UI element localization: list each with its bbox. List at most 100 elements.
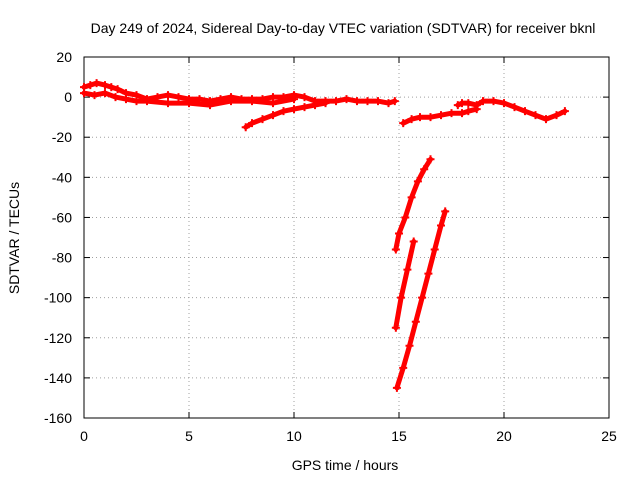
series-trace xyxy=(393,156,433,252)
y-tick-label: -100 xyxy=(44,290,72,306)
data-point xyxy=(407,115,416,124)
series-trace xyxy=(243,100,328,130)
series-5 xyxy=(453,97,569,124)
data-point xyxy=(510,103,519,112)
data-point xyxy=(500,99,508,108)
y-tick-label: -40 xyxy=(52,169,72,185)
x-tick-label: 15 xyxy=(391,428,407,444)
data-point xyxy=(101,81,109,90)
y-tick-label: -20 xyxy=(52,129,72,145)
data-point xyxy=(107,83,116,92)
data-point xyxy=(241,123,250,132)
data-point xyxy=(430,245,439,254)
data-point xyxy=(447,109,456,118)
x-axis-label: GPS time / hours xyxy=(292,457,399,473)
y-tick-label: 0 xyxy=(64,89,72,105)
x-tick-labels: 0 5 10 15 20 25 xyxy=(80,428,617,444)
data-point xyxy=(407,193,416,202)
data-point xyxy=(269,111,277,120)
data-point xyxy=(248,119,256,128)
data-point xyxy=(453,101,462,110)
data-point xyxy=(397,293,406,302)
x-tick-label: 20 xyxy=(496,428,512,444)
data-series xyxy=(80,79,569,392)
x-tick-label: 25 xyxy=(601,428,617,444)
data-point xyxy=(164,99,172,108)
data-point xyxy=(464,107,473,116)
data-point xyxy=(411,317,420,326)
series-6 xyxy=(391,155,435,254)
data-point xyxy=(437,111,445,120)
data-point xyxy=(90,91,99,100)
data-point xyxy=(384,99,393,108)
data-point xyxy=(531,111,540,120)
data-point xyxy=(441,207,450,216)
data-point xyxy=(542,115,550,124)
y-tick-labels: -160 -140 -120 -100 -80 -60 -40 -20 0 20 xyxy=(44,49,72,426)
data-point xyxy=(164,91,172,100)
series-2 xyxy=(80,89,298,110)
plot-frame xyxy=(83,56,610,419)
data-point xyxy=(101,89,109,98)
data-point xyxy=(332,97,340,106)
data-point xyxy=(424,269,433,278)
data-point xyxy=(92,79,101,88)
series-8 xyxy=(392,207,450,392)
data-point xyxy=(111,93,120,102)
data-point xyxy=(391,323,400,332)
series-trace xyxy=(394,208,448,391)
data-point xyxy=(290,95,298,104)
y-tick-label: 20 xyxy=(56,49,72,65)
data-point xyxy=(185,99,193,108)
x-tick-label: 10 xyxy=(286,428,302,444)
data-point xyxy=(395,229,403,238)
y-tick-label: -140 xyxy=(44,370,72,386)
y-tick-label: -60 xyxy=(52,209,72,225)
x-tick-label: 0 xyxy=(80,428,88,444)
data-point xyxy=(374,97,382,106)
data-point xyxy=(390,97,399,106)
data-point xyxy=(143,97,151,106)
series-3 xyxy=(241,99,330,132)
data-point xyxy=(418,293,427,302)
data-point xyxy=(279,107,288,116)
data-point xyxy=(227,97,235,106)
series-trace xyxy=(393,239,417,331)
y-tick-label: -120 xyxy=(44,330,72,346)
data-point xyxy=(413,177,422,186)
data-point xyxy=(353,97,361,106)
data-point xyxy=(458,109,466,118)
data-point xyxy=(300,103,309,112)
data-point xyxy=(399,119,408,128)
data-point xyxy=(437,221,445,230)
data-point xyxy=(311,101,319,110)
y-tick-label: -80 xyxy=(52,250,72,266)
data-point xyxy=(122,95,130,104)
data-point xyxy=(113,85,122,94)
data-point xyxy=(416,113,424,122)
data-point xyxy=(248,97,256,106)
data-point xyxy=(426,155,435,164)
data-point xyxy=(472,101,481,110)
data-point xyxy=(258,115,267,124)
data-point xyxy=(391,245,400,254)
data-point xyxy=(321,99,330,108)
data-point xyxy=(269,99,277,108)
data-point xyxy=(552,111,561,120)
data-point xyxy=(392,383,401,392)
data-point xyxy=(479,97,487,106)
data-point xyxy=(401,213,410,222)
data-point xyxy=(300,93,309,102)
data-point xyxy=(409,237,418,246)
series-4 xyxy=(399,105,481,128)
data-point xyxy=(132,97,141,106)
x-tick-label: 5 xyxy=(185,428,193,444)
data-point xyxy=(206,101,214,110)
data-point xyxy=(290,105,298,114)
axis-ticks xyxy=(83,56,610,419)
data-point xyxy=(521,107,529,116)
data-point xyxy=(464,99,473,108)
y-tick-label: -160 xyxy=(44,410,72,426)
data-point xyxy=(86,81,95,90)
